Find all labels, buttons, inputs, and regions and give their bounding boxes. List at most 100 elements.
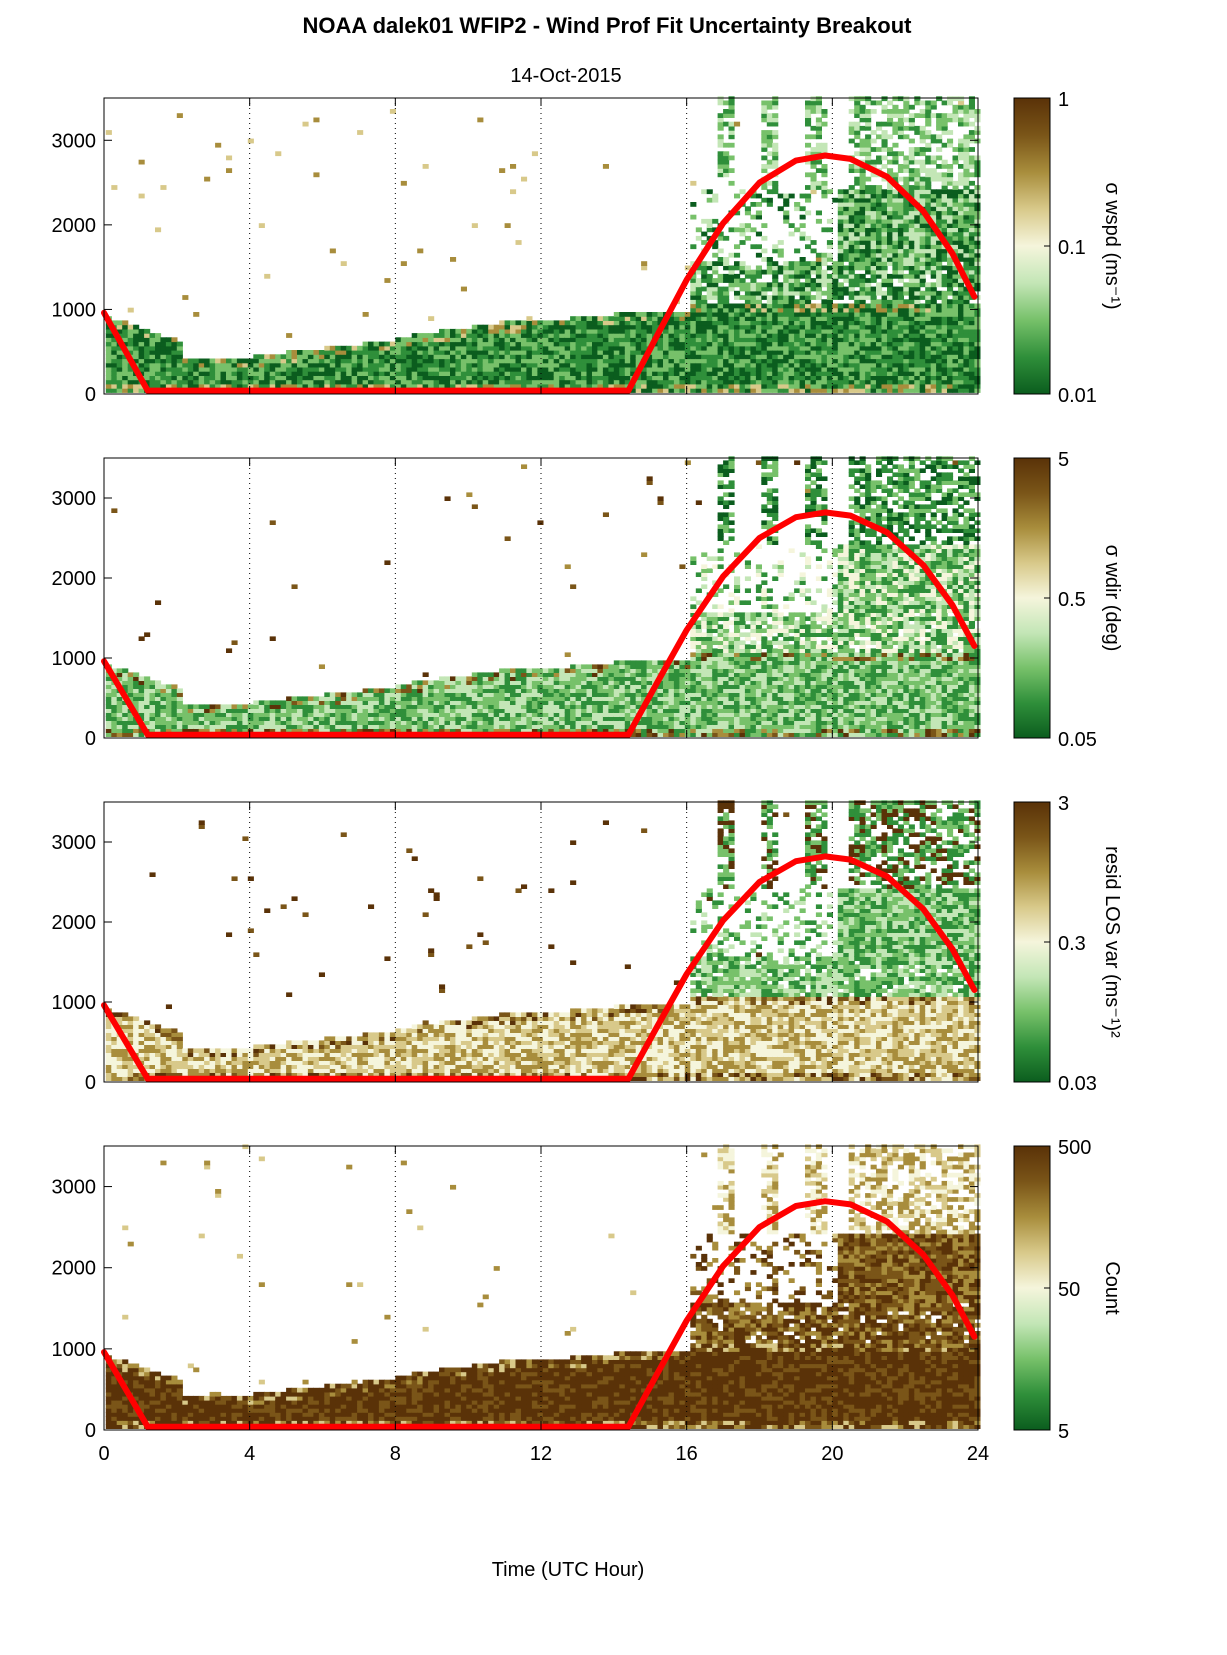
heatmap-cell xyxy=(761,328,768,334)
heatmap-cell xyxy=(291,724,298,729)
heatmap-cell xyxy=(805,312,812,317)
heatmap-cell xyxy=(531,337,538,343)
heatmap-cell xyxy=(837,210,844,216)
heatmap-cell xyxy=(526,324,533,330)
heatmap-cell xyxy=(958,227,965,233)
heatmap-cell xyxy=(657,316,664,321)
heatmap-cell xyxy=(876,214,883,220)
heatmap-cell xyxy=(444,692,451,697)
heatmap-cell xyxy=(810,286,817,292)
heatmap-cell xyxy=(761,383,768,389)
heatmap-cell xyxy=(384,712,391,717)
heatmap-cell xyxy=(870,130,877,135)
heatmap-cell xyxy=(515,366,522,372)
heatmap-cell xyxy=(925,159,932,165)
heatmap-cell xyxy=(422,684,429,689)
heatmap-cell xyxy=(690,333,697,338)
heatmap-cell xyxy=(881,104,888,110)
heatmap-cell xyxy=(706,273,713,279)
heatmap-cell xyxy=(870,252,877,258)
heatmap-cell xyxy=(826,324,833,330)
heatmap-cell xyxy=(668,345,675,351)
heatmap-cell xyxy=(504,350,511,355)
heatmap-cell xyxy=(564,375,571,381)
heatmap-cell xyxy=(521,700,528,705)
heatmap-cell xyxy=(253,354,260,360)
heatmap-cell xyxy=(723,257,730,262)
heatmap-cell xyxy=(968,278,975,283)
heatmap-cell xyxy=(433,692,440,697)
heatmap-cell xyxy=(837,218,844,224)
heatmap-cell xyxy=(881,176,888,182)
heatmap-cell xyxy=(297,371,304,376)
heatmap-cell xyxy=(362,350,369,355)
heatmap-cell xyxy=(269,712,276,717)
heatmap-cell xyxy=(854,362,861,368)
heatmap-cell xyxy=(821,379,828,385)
heatmap-cell xyxy=(439,383,446,389)
heatmap-cell xyxy=(657,333,664,338)
heatmap-cell xyxy=(105,684,112,689)
heatmap-cell xyxy=(903,388,910,393)
heatmap-cell xyxy=(794,206,801,212)
heatmap-cell xyxy=(433,680,440,685)
heatmap-cell xyxy=(952,366,959,372)
heatmap-cell xyxy=(204,366,211,372)
heatmap-cell xyxy=(450,337,457,343)
heatmap-cell xyxy=(865,155,872,161)
heatmap-cell xyxy=(958,362,965,368)
heatmap-cell xyxy=(892,295,899,300)
heatmap-cell xyxy=(269,520,276,525)
heatmap-cell xyxy=(870,345,877,351)
heatmap-cell xyxy=(346,362,353,368)
heatmap-cell xyxy=(974,235,981,241)
heatmap-cell xyxy=(974,164,981,169)
heatmap-cell xyxy=(958,117,965,123)
heatmap-cell xyxy=(963,227,970,233)
heatmap-cell xyxy=(815,345,822,351)
heatmap-cell xyxy=(329,383,336,389)
heatmap-cell xyxy=(974,265,981,271)
heatmap-cell xyxy=(127,680,134,685)
heatmap-cell xyxy=(848,307,855,313)
heatmap-cell xyxy=(258,375,265,381)
heatmap-cell xyxy=(914,257,921,262)
heatmap-cell xyxy=(876,388,883,393)
heatmap-cell xyxy=(919,265,926,271)
heatmap-cell xyxy=(417,696,424,701)
heatmap-cell xyxy=(286,371,293,376)
heatmap-cell xyxy=(433,724,440,729)
heatmap-cell xyxy=(127,388,134,393)
heatmap-cell xyxy=(515,358,522,364)
heatmap-cell xyxy=(958,299,965,305)
heatmap-cell xyxy=(417,248,424,254)
heatmap-cell xyxy=(706,379,713,385)
heatmap-cell xyxy=(903,341,910,347)
heatmap-cell xyxy=(832,278,839,283)
heatmap-cell xyxy=(837,227,844,233)
heatmap-cell xyxy=(701,388,708,393)
heatmap-cell xyxy=(815,379,822,385)
heatmap-cell xyxy=(673,375,680,381)
heatmap-cell xyxy=(859,295,866,300)
heatmap-cell xyxy=(914,282,921,288)
heatmap-cell xyxy=(428,337,435,343)
heatmap-cell xyxy=(444,696,451,701)
heatmap-cell xyxy=(439,333,446,338)
heatmap-cell xyxy=(865,290,872,296)
heatmap-cell xyxy=(892,269,899,275)
heatmap-cell xyxy=(613,366,620,372)
heatmap-cell xyxy=(859,341,866,347)
heatmap-cell xyxy=(815,257,822,262)
heatmap-cell xyxy=(908,316,915,321)
heatmap-cell xyxy=(548,324,555,330)
heatmap-cell xyxy=(302,121,309,127)
heatmap-cell xyxy=(859,189,866,195)
heatmap-cell xyxy=(269,383,276,389)
heatmap-cell xyxy=(236,362,243,368)
heatmap-cell xyxy=(433,358,440,364)
heatmap-cell xyxy=(597,341,604,347)
heatmap-cell xyxy=(968,248,975,254)
heatmap-cell xyxy=(346,350,353,355)
